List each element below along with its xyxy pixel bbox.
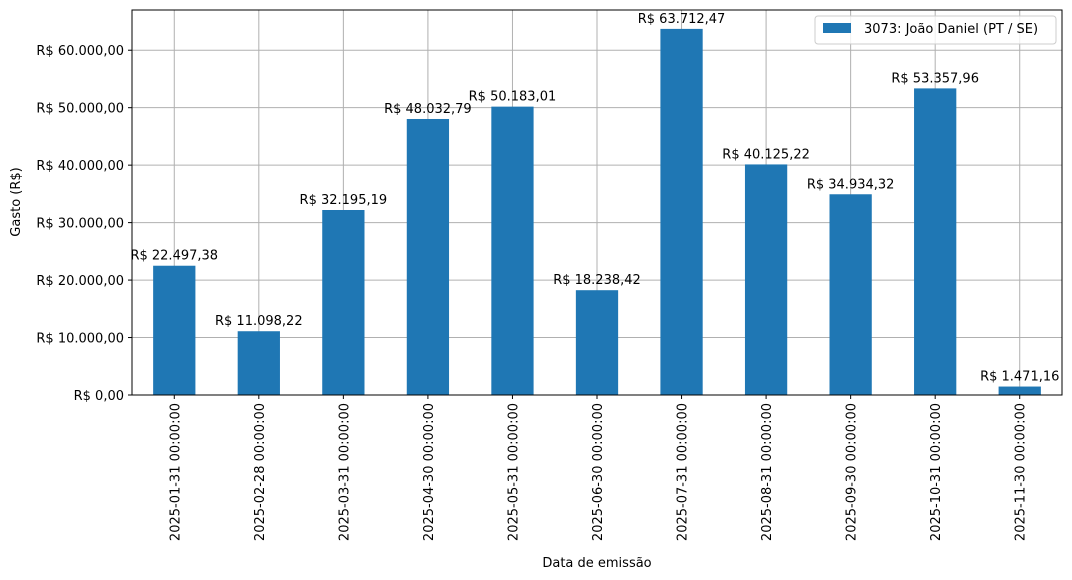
x-tick-label: 2025-10-31 00:00:00 — [929, 403, 944, 541]
x-tick-label: 2025-09-30 00:00:00 — [845, 403, 860, 541]
bar-value-label: R$ 1.471,16 — [980, 370, 1059, 385]
y-tick-label: R$ 0,00 — [74, 389, 124, 404]
legend-box — [814, 15, 1057, 45]
bar — [575, 290, 619, 395]
bar — [829, 194, 872, 395]
bar — [322, 209, 365, 395]
y-tick-label: R$ 10.000,00 — [36, 332, 124, 347]
bar-value-label: R$ 40.125,22 — [722, 147, 810, 162]
bar-value-label: R$ 22.497,38 — [130, 249, 218, 264]
bar — [998, 386, 1041, 395]
y-tick-label: R$ 50.000,00 — [36, 102, 124, 117]
bar — [744, 164, 788, 395]
bar-value-label: R$ 48.032,79 — [384, 102, 472, 117]
x-axis-label: Data de emissão — [542, 556, 651, 571]
x-tick-label: 2025-08-31 00:00:00 — [760, 403, 775, 541]
x-tick-label: 2025-04-30 00:00:00 — [422, 403, 437, 541]
bar-value-label: R$ 18.238,42 — [553, 273, 641, 288]
bar — [237, 331, 280, 395]
bar-value-label: R$ 63.712,47 — [638, 12, 726, 27]
bars — [153, 28, 1041, 396]
x-tick-label: 2025-11-30 00:00:00 — [1014, 403, 1029, 541]
x-tick-label: 2025-02-28 00:00:00 — [253, 403, 268, 541]
bar — [914, 88, 957, 396]
x-axis-ticks: 2025-01-31 00:00:00 2025-02-28 00:00:00 20… — [168, 395, 1029, 541]
y-tick-label: R$ 60.000,00 — [36, 44, 124, 59]
bar-value-label: R$ 34.934,32 — [807, 177, 895, 192]
legend-entry-label: 3073: João Daniel (PT / SE) — [864, 22, 1038, 37]
bar-value-label: R$ 32.195,19 — [300, 193, 388, 208]
bar — [153, 265, 196, 395]
bar — [406, 118, 450, 395]
bar-value-label: R$ 53.357,96 — [891, 71, 979, 86]
legend-swatch-icon — [823, 23, 851, 33]
bar — [660, 28, 703, 396]
x-tick-label: 2025-03-31 00:00:00 — [337, 403, 352, 541]
x-tick-label: 2025-07-31 00:00:00 — [676, 403, 691, 541]
bar-value-labels: R$ 22.497,38 R$ 11.098,22 R$ 32.195,19 R$ 4… — [130, 12, 1059, 385]
x-tick-label: 2025-05-31 00:00:00 — [506, 403, 521, 541]
x-tick-label: 2025-01-31 00:00:00 — [168, 403, 183, 541]
bar-value-label: R$ 11.098,22 — [215, 314, 303, 329]
y-axis-label: Gasto (R$) — [9, 167, 24, 236]
bar — [491, 106, 534, 395]
bar-value-label: R$ 50.183,01 — [469, 90, 557, 105]
legend: 3073: João Daniel (PT / SE) — [814, 15, 1057, 45]
y-axis-ticks: R$ 0,00 R$ 10.000,00 R$ 20.000,00 R$ 30.000… — [36, 44, 132, 404]
x-tick-label: 2025-06-30 00:00:00 — [591, 403, 606, 541]
y-tick-label: R$ 20.000,00 — [36, 274, 124, 289]
y-tick-label: R$ 30.000,00 — [36, 217, 124, 232]
y-tick-label: R$ 40.000,00 — [36, 159, 124, 174]
